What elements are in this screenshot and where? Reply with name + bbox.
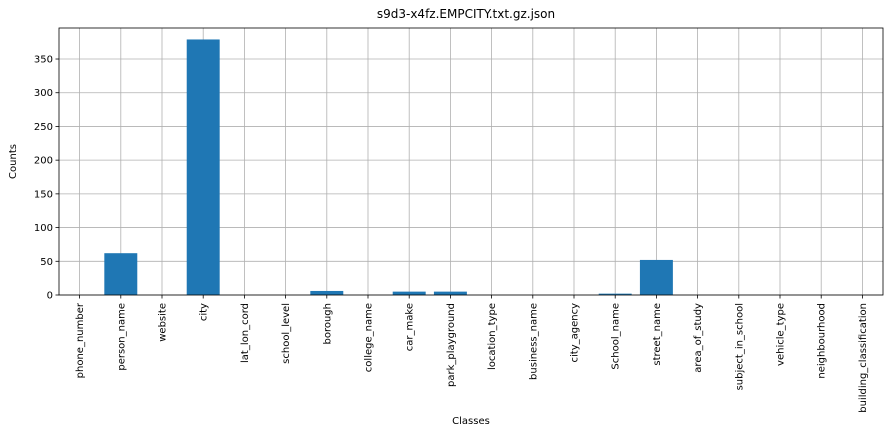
- y-tick-label: 300: [34, 88, 53, 99]
- x-tick-label: school_level: [281, 303, 292, 364]
- x-tick-label: vehicle_type: [776, 303, 787, 366]
- bar-city: [186, 39, 220, 295]
- x-axis-label: Classes: [452, 416, 490, 427]
- y-axis-label: Counts: [8, 144, 19, 179]
- y-tick-label: 0: [47, 291, 53, 302]
- bar-car_make: [392, 291, 426, 295]
- x-tick-label: borough: [322, 303, 333, 345]
- x-tick-label: park_playground: [446, 303, 457, 387]
- x-tick-label: street_name: [652, 303, 663, 366]
- bar-person_name: [104, 253, 138, 295]
- x-tick-label: person_name: [116, 303, 127, 371]
- x-tick-label: location_type: [487, 303, 498, 370]
- grid-lines: [59, 28, 883, 296]
- x-tick-label: phone_number: [75, 302, 86, 378]
- y-axis-ticks: 0 50 100 150 200 250 300 350: [34, 55, 59, 302]
- x-tick-label: website: [158, 303, 169, 342]
- y-tick-label: 150: [34, 189, 53, 200]
- x-tick-label: lat_lon_cord: [240, 303, 251, 363]
- x-tick-label: School_name: [611, 303, 622, 370]
- bar-borough: [310, 290, 344, 295]
- chart-title: s9d3-x4fz.EMPCITY.txt.gz.json: [377, 7, 555, 21]
- x-tick-label: subject_in_school: [734, 303, 745, 390]
- plot-frame: [58, 27, 884, 296]
- y-tick-label: 250: [34, 122, 53, 133]
- bars: [104, 39, 673, 295]
- x-tick-label: area_of_study: [693, 303, 704, 373]
- bar-street_name: [639, 259, 673, 295]
- x-tick-label: city_agency: [570, 303, 581, 363]
- y-tick-label: 200: [34, 156, 53, 167]
- x-tick-label: city: [199, 303, 210, 321]
- y-tick-label: 350: [34, 55, 53, 66]
- x-tick-label: college_name: [364, 303, 375, 372]
- x-tick-label: business_name: [528, 303, 539, 380]
- y-tick-label: 100: [34, 223, 53, 234]
- y-tick-label: 50: [40, 257, 53, 268]
- x-axis-ticks: phone_number person_name website city lat_lo…: [75, 295, 869, 413]
- x-tick-label: neighbourhood: [817, 303, 828, 379]
- x-tick-label: building_classification: [858, 303, 869, 413]
- bar-School_name: [598, 293, 632, 295]
- bar-park_playground: [433, 291, 467, 295]
- x-tick-label: car_make: [405, 303, 416, 351]
